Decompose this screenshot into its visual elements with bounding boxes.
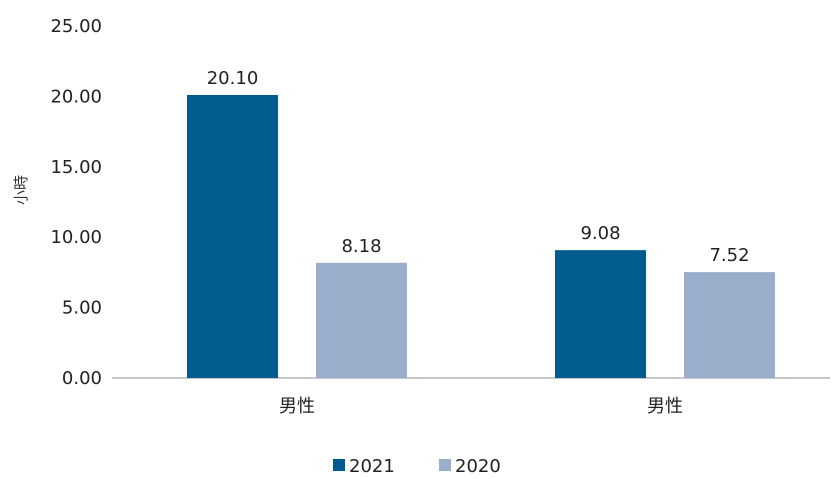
bar-2020-1 <box>684 272 775 378</box>
x-tick-label: 男性 <box>279 396 315 417</box>
legend-label: 2020 <box>455 456 501 475</box>
bars-group <box>187 94 775 378</box>
y-tick-label: 15.00 <box>50 157 102 178</box>
data-label: 9.08 <box>580 223 620 244</box>
data-labels-group: 20.10 8.18 9.08 7.52 <box>207 68 750 266</box>
bar-2020-0 <box>316 262 407 378</box>
legend: 2021 2020 <box>333 456 501 477</box>
y-tick-label: 0.00 <box>62 368 102 389</box>
x-tick-label: 男性 <box>647 396 683 417</box>
y-tick-label: 5.00 <box>62 298 102 319</box>
legend-swatch-2020 <box>439 459 451 471</box>
legend-label: 2021 <box>349 456 395 475</box>
y-axis-ticks: 0.00 5.00 10.00 15.00 20.00 25.00 <box>50 16 102 389</box>
data-label: 8.18 <box>341 236 381 257</box>
y-tick-label: 25.00 <box>50 16 102 37</box>
data-label: 7.52 <box>709 245 749 266</box>
x-axis-ticks: 男性 男性 <box>279 396 683 417</box>
data-label: 20.10 <box>207 68 259 89</box>
bar-2021-0 <box>187 94 278 378</box>
legend-swatch-2021 <box>333 459 345 471</box>
y-tick-label: 10.00 <box>50 227 102 248</box>
y-axis-title-group: 小時 <box>12 175 30 205</box>
y-tick-label: 20.00 <box>50 86 102 107</box>
bar-2021-1 <box>555 250 646 378</box>
y-axis-title: 小時 <box>12 175 30 205</box>
